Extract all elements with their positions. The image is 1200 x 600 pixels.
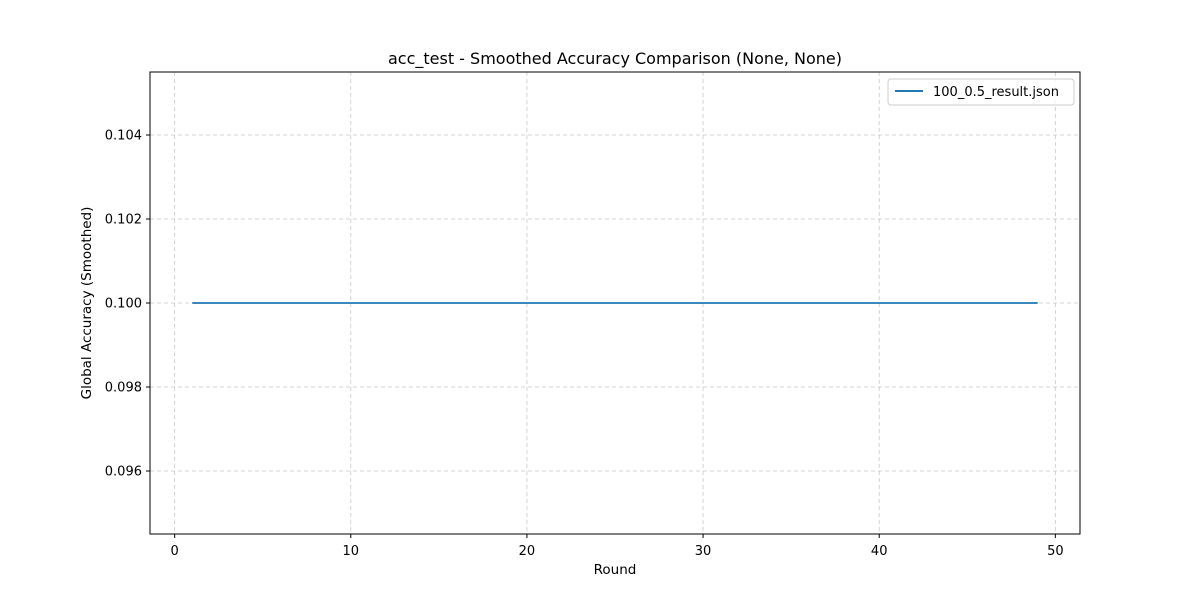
y-axis-label: Global Accuracy (Smoothed) [79,207,95,400]
y-tick-label: 0.096 [105,465,142,480]
x-axis-ticks: 0 10 20 30 40 50 [171,534,1064,559]
y-tick-label: 0.100 [105,297,142,312]
y-tick-label: 0.102 [105,213,142,228]
x-tick-label: 40 [871,544,888,559]
x-axis-label: Round [594,562,637,578]
x-tick-label: 50 [1047,544,1064,559]
legend-label: 100_0.5_result.json [933,85,1059,100]
y-tick-label: 0.104 [105,129,142,144]
x-tick-label: 10 [343,544,360,559]
x-tick-label: 20 [519,544,536,559]
chart-title: acc_test - Smoothed Accuracy Comparison … [388,49,842,69]
x-tick-label: 30 [695,544,712,559]
x-tick-label: 0 [171,544,179,559]
legend: 100_0.5_result.json [887,78,1075,106]
legend-box [887,78,1075,106]
y-tick-label: 0.098 [105,381,142,396]
y-axis-ticks: 0.096 0.098 0.100 0.102 0.104 [105,129,150,480]
